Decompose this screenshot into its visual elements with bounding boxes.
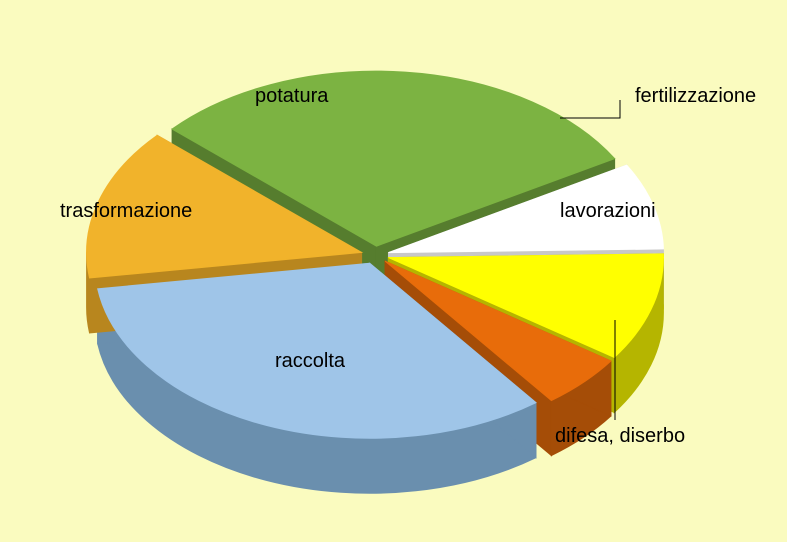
- slice-label-difesa: difesa, diserbo: [555, 425, 685, 448]
- slice-label-trasformazione: trasformazione: [60, 200, 192, 223]
- pie-chart: [0, 0, 787, 542]
- slice-label-fertilizzazione: fertilizzazione: [635, 85, 756, 108]
- slice-label-lavorazioni: lavorazioni: [560, 200, 656, 223]
- slice-label-raccolta: raccolta: [275, 350, 345, 373]
- slice-label-potatura: potatura: [255, 85, 328, 108]
